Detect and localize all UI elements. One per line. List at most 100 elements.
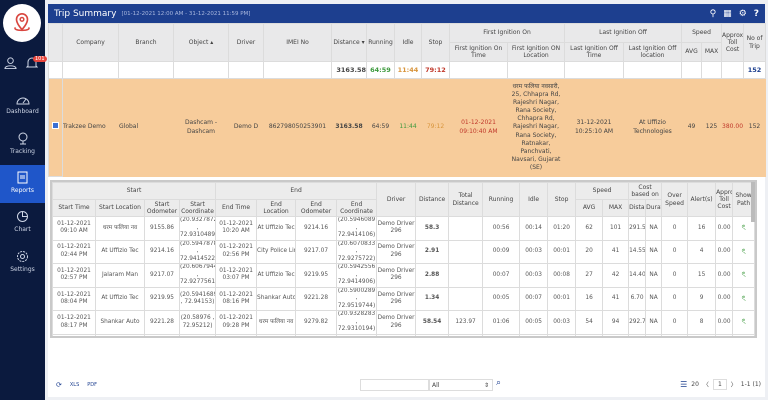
show-path-button[interactable]: ৎ — [732, 239, 755, 265]
column-header[interactable]: End Location — [256, 199, 297, 217]
table-cell: 0.00 — [715, 286, 734, 312]
prev-page-button[interactable]: 〈 — [702, 382, 709, 389]
export-xls-button[interactable]: XLS — [69, 382, 80, 388]
collapse-icon[interactable] — [52, 122, 59, 130]
column-header[interactable]: Distance ▾ — [331, 23, 367, 62]
column-header[interactable]: Last Ignition Off location — [623, 42, 683, 62]
column-header[interactable]: Driver — [376, 182, 417, 217]
table-cell: 101 — [602, 216, 630, 241]
gear-icon[interactable]: ⚙ — [738, 8, 747, 19]
user-icon[interactable] — [4, 56, 17, 70]
group-header: Cost based on — [628, 182, 663, 200]
route-icon[interactable]: ৎ — [741, 293, 746, 303]
column-header[interactable]: Over Speed — [661, 182, 689, 217]
table-cell: At Uffizio Technologies — [623, 78, 683, 177]
route-icon[interactable]: ৎ — [741, 223, 746, 233]
column-header[interactable]: AVG — [681, 42, 703, 62]
column-header[interactable]: First Ignition On Time — [449, 42, 508, 62]
column-header[interactable]: Start Time — [52, 199, 96, 217]
sidebar-item-dashboard[interactable]: Dashboard — [0, 90, 45, 128]
column-header[interactable]: Start Odometer — [144, 199, 180, 217]
column-header[interactable]: IMEI No — [263, 23, 332, 62]
column-header[interactable]: Last Ignition Off Time — [564, 42, 625, 62]
table-cell: 00:05 — [482, 286, 521, 312]
column-header[interactable]: Distance — [415, 182, 450, 217]
table-cell: 94 — [602, 310, 630, 335]
table-cell: At Uffizio Tec — [256, 216, 297, 241]
calendar-icon[interactable]: ▦ — [723, 8, 732, 19]
totals-cell: 11:44 — [394, 61, 422, 79]
route-icon[interactable]: ৎ — [741, 270, 746, 280]
column-header[interactable]: End Coordinate — [336, 199, 378, 217]
table-cell: 02-12-2021 — [52, 333, 96, 336]
show-path-button[interactable]: ৎ — [732, 333, 755, 336]
column-header[interactable]: Total Distance — [448, 182, 484, 217]
column-header[interactable]: End Odometer — [295, 199, 338, 217]
column-header[interactable]: Approx Toll Cost — [715, 182, 734, 217]
column-header[interactable]: Distance — [628, 199, 647, 217]
sidebar-item-tracking[interactable]: Tracking — [0, 130, 45, 166]
show-path-button[interactable]: ৎ — [732, 263, 755, 288]
totals-cell — [62, 61, 119, 79]
help-icon[interactable]: ? — [753, 8, 759, 19]
table-cell: धरम फलिया नव — [95, 333, 145, 336]
totals-cell: 3163.58 — [331, 61, 367, 79]
page-size-select[interactable]: 20 — [691, 381, 699, 388]
column-header[interactable]: End Time — [215, 199, 258, 217]
column-header[interactable]: No of Trip — [743, 23, 767, 62]
column-header[interactable]: Alert(s) — [687, 182, 717, 217]
table-cell: 2.91 — [415, 239, 450, 265]
table-cell — [448, 333, 484, 336]
show-path-button[interactable]: ৎ — [732, 286, 755, 312]
sidebar-item-reports[interactable]: Reports — [0, 165, 45, 203]
scrollbar[interactable] — [751, 182, 755, 222]
show-path-button[interactable]: ৎ — [732, 310, 755, 335]
search-input[interactable] — [360, 379, 430, 391]
export-pdf-button[interactable]: PDF — [87, 382, 98, 388]
column-header[interactable]: Duration — [645, 199, 663, 217]
table-cell: 41 — [602, 286, 630, 312]
table-cell: 79:12 — [421, 78, 450, 177]
column-header[interactable]: Start Location — [95, 199, 145, 217]
app-logo[interactable] — [3, 4, 41, 42]
column-header[interactable]: Show Path — [732, 182, 755, 217]
table-cell: 41 — [602, 239, 630, 265]
column-header[interactable]: MAX — [602, 199, 630, 217]
column-header[interactable]: Running — [482, 182, 521, 217]
column-header[interactable]: Company — [62, 23, 119, 62]
collapse-toggle[interactable] — [48, 78, 63, 177]
totals-row: 3163.58 64:59 11:44 79:12 152 — [48, 61, 767, 79]
search-icon[interactable]: ⌕ — [496, 378, 502, 388]
column-header[interactable]: Stop — [421, 23, 450, 62]
route-icon[interactable]: ৎ — [741, 317, 746, 327]
report-icon — [17, 171, 28, 184]
column-header[interactable]: AVG — [575, 199, 604, 217]
column-header[interactable]: Approx Toll Cost — [721, 23, 745, 62]
header-row: Start Time Start Location Start Odometer St… — [52, 199, 755, 217]
column-header[interactable]: Object ▴ — [173, 23, 229, 62]
sidebar-item-settings[interactable]: Settings — [0, 247, 45, 283]
column-header[interactable]: First Ignition ON Location — [506, 42, 566, 62]
sidebar-item-chart[interactable]: Chart — [0, 207, 45, 243]
column-header[interactable]: Running — [366, 23, 395, 62]
column-header[interactable]: Idle — [394, 23, 422, 62]
column-header[interactable]: MAX — [701, 42, 723, 62]
table-cell: 01-12-2021 08:17 PM — [52, 310, 96, 335]
totals-cell — [701, 61, 723, 79]
column-header[interactable]: Stop — [547, 182, 577, 217]
column-header[interactable]: Start Coordinate — [178, 199, 217, 217]
refresh-icon[interactable]: ⟳ — [56, 381, 62, 389]
column-header[interactable]: Branch — [118, 23, 174, 62]
next-page-button[interactable]: 〉 — [730, 382, 737, 389]
search-column-select[interactable]: All ⇕ — [428, 379, 493, 391]
column-header[interactable]: Driver — [228, 23, 264, 62]
column-header[interactable]: Idle — [519, 182, 549, 217]
table-cell — [448, 263, 484, 288]
table-cell: धरम फलिया नवसारी, 25, Chhapra Rd, Rajesh… — [506, 78, 566, 177]
filter-icon[interactable]: ⚲ — [709, 8, 717, 19]
table-cell: Demo Driver 296 — [376, 239, 417, 265]
route-icon[interactable]: ৎ — [741, 246, 746, 256]
page-select[interactable]: 1 — [712, 379, 727, 390]
totals-cell — [173, 61, 229, 79]
table-cell: 02-12-2021 — [215, 333, 258, 336]
